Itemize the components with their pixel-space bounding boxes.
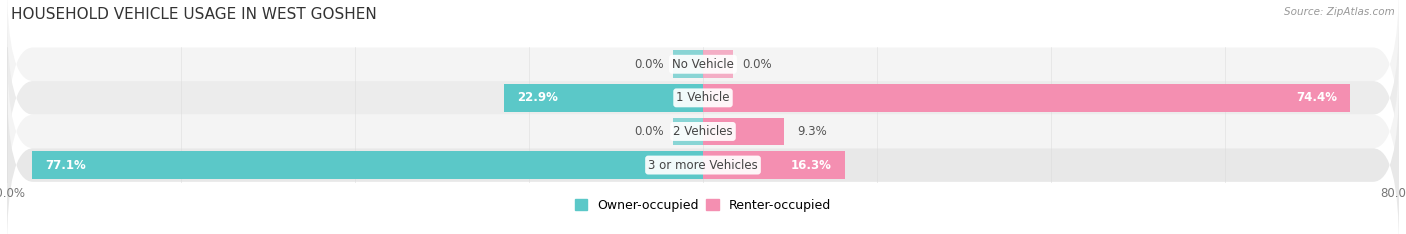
Text: HOUSEHOLD VEHICLE USAGE IN WEST GOSHEN: HOUSEHOLD VEHICLE USAGE IN WEST GOSHEN <box>11 7 377 22</box>
FancyBboxPatch shape <box>7 0 1399 148</box>
FancyBboxPatch shape <box>7 14 1399 182</box>
FancyBboxPatch shape <box>7 48 1399 216</box>
Bar <box>703 51 734 78</box>
Bar <box>32 151 703 179</box>
Bar <box>703 84 1350 112</box>
Text: 9.3%: 9.3% <box>797 125 827 138</box>
Text: 3 or more Vehicles: 3 or more Vehicles <box>648 159 758 172</box>
Text: No Vehicle: No Vehicle <box>672 58 734 71</box>
Text: 77.1%: 77.1% <box>45 159 86 172</box>
Text: 0.0%: 0.0% <box>742 58 772 71</box>
Text: 0.0%: 0.0% <box>634 125 664 138</box>
Bar <box>672 51 703 78</box>
Bar <box>703 118 785 145</box>
FancyBboxPatch shape <box>7 81 1399 234</box>
Text: 1 Vehicle: 1 Vehicle <box>676 91 730 104</box>
Text: 2 Vehicles: 2 Vehicles <box>673 125 733 138</box>
Text: Source: ZipAtlas.com: Source: ZipAtlas.com <box>1284 7 1395 17</box>
Text: 74.4%: 74.4% <box>1296 91 1337 104</box>
Text: 22.9%: 22.9% <box>517 91 558 104</box>
Text: 16.3%: 16.3% <box>792 159 832 172</box>
Text: 0.0%: 0.0% <box>634 58 664 71</box>
Bar <box>703 151 845 179</box>
Legend: Owner-occupied, Renter-occupied: Owner-occupied, Renter-occupied <box>569 194 837 217</box>
Bar <box>503 84 703 112</box>
Bar <box>672 118 703 145</box>
